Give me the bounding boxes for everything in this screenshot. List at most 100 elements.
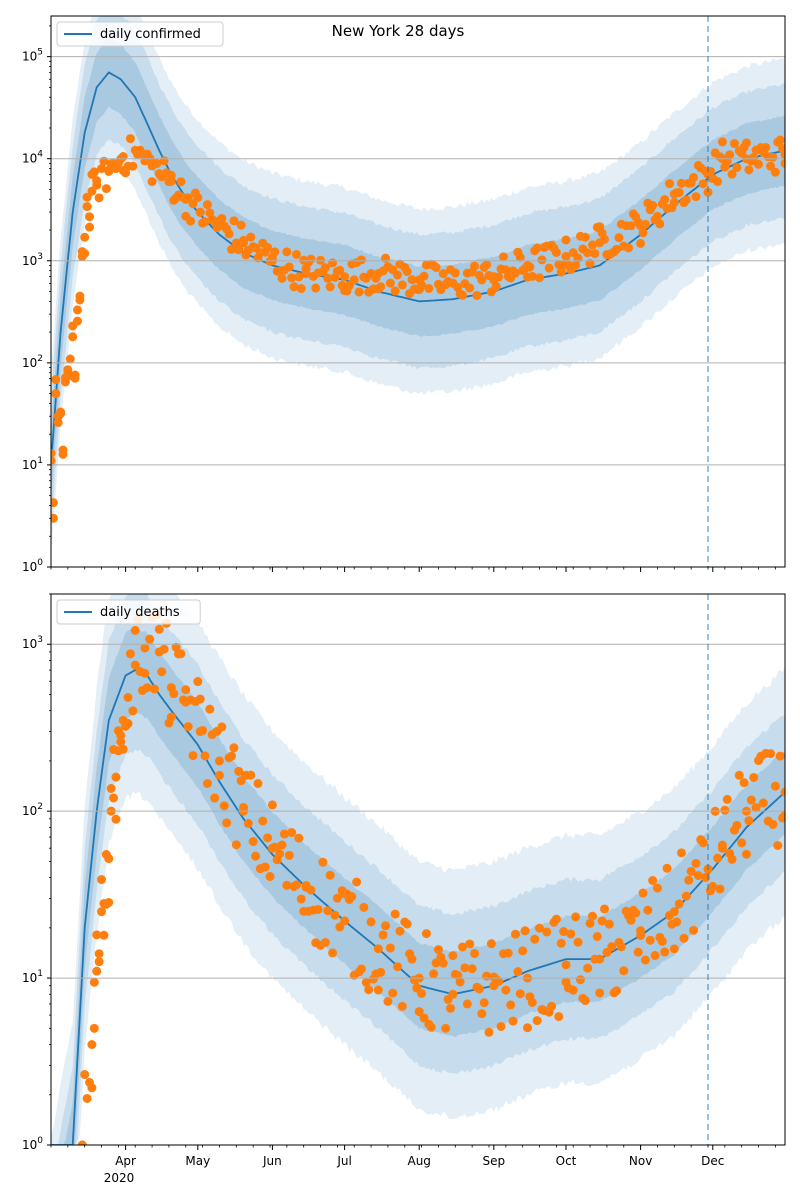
observed-point — [72, 305, 82, 315]
observed-point — [496, 1021, 506, 1031]
observed-point — [426, 1022, 436, 1032]
observed-point — [532, 1016, 542, 1026]
observed-point — [263, 833, 273, 843]
observed-point — [60, 373, 70, 383]
observed-point — [768, 819, 778, 829]
observed-point — [94, 949, 104, 959]
observed-point — [472, 290, 482, 300]
observed-point — [592, 932, 602, 942]
observed-point — [462, 999, 472, 1009]
observed-point — [200, 751, 210, 761]
observed-point — [210, 793, 220, 803]
observed-point — [544, 263, 554, 273]
observed-point — [200, 217, 210, 227]
observed-point — [214, 756, 224, 766]
observed-point — [202, 778, 212, 788]
observed-point — [291, 249, 301, 259]
observed-point — [181, 685, 191, 695]
observed-point — [619, 966, 629, 976]
observed-point — [63, 365, 73, 375]
observed-point — [92, 930, 102, 940]
observed-point — [381, 253, 391, 263]
observed-point — [433, 945, 443, 955]
observed-point — [465, 939, 475, 949]
observed-point — [186, 216, 196, 226]
observed-point — [729, 139, 739, 149]
observed-point — [419, 271, 429, 281]
observed-point — [253, 779, 263, 789]
observed-point — [236, 220, 246, 230]
observed-point — [626, 221, 636, 231]
observed-point — [477, 1009, 487, 1019]
observed-point — [744, 165, 754, 175]
observed-point — [51, 456, 56, 466]
observed-point — [376, 282, 386, 292]
observed-point — [193, 193, 203, 203]
observed-point — [766, 161, 776, 171]
observed-point — [402, 267, 412, 277]
observed-point — [306, 254, 316, 264]
observed-point — [202, 200, 212, 210]
observed-point — [75, 295, 85, 305]
observed-point — [518, 946, 528, 956]
observed-point — [677, 178, 687, 188]
observed-point — [94, 193, 104, 203]
observed-point — [260, 862, 270, 872]
observed-point — [383, 996, 393, 1006]
observed-point — [448, 951, 458, 961]
observed-point — [566, 929, 576, 939]
observed-point — [356, 964, 366, 974]
observed-point — [537, 255, 547, 265]
observed-point — [708, 881, 718, 891]
legend-box — [56, 21, 224, 47]
observed-point — [263, 242, 273, 252]
y-tick-label: 104 — [22, 150, 43, 166]
observed-point — [183, 722, 193, 732]
observed-point — [458, 290, 468, 300]
observed-point — [159, 156, 169, 166]
uncertainty-band-middle — [51, 16, 785, 533]
observed-point — [270, 247, 280, 257]
observed-point — [503, 948, 513, 958]
observed-point — [130, 660, 140, 670]
observed-point — [373, 944, 383, 954]
observed-point — [72, 316, 82, 326]
observed-point — [140, 668, 150, 678]
observed-point — [80, 1070, 90, 1080]
observed-point — [739, 778, 749, 788]
observed-point — [128, 161, 138, 171]
observed-point — [470, 261, 480, 271]
observed-point — [727, 169, 737, 179]
observed-point — [222, 818, 232, 828]
observed-point — [352, 877, 362, 887]
observed-point — [316, 255, 326, 265]
observed-point — [51, 498, 58, 508]
x-tick-label: Oct — [556, 1154, 577, 1168]
observed-point — [188, 199, 198, 209]
observed-point — [479, 998, 489, 1008]
observed-point — [494, 272, 504, 282]
observed-point — [77, 1140, 87, 1145]
observed-point — [92, 176, 102, 186]
observed-point — [306, 885, 316, 895]
observed-point — [713, 853, 723, 863]
observed-point — [535, 273, 545, 283]
observed-point — [474, 984, 484, 994]
observed-point — [335, 265, 345, 275]
observed-point — [633, 947, 643, 957]
observed-point — [388, 988, 398, 998]
y-tick-label: 100 — [22, 1136, 43, 1152]
observed-point — [674, 899, 684, 909]
observed-point — [638, 228, 648, 238]
y-tick-label: 103 — [22, 635, 43, 651]
observed-point — [128, 706, 138, 716]
observed-point — [97, 164, 107, 174]
observed-point — [616, 942, 626, 952]
observed-point — [508, 1016, 518, 1026]
observed-point — [364, 985, 374, 995]
observed-point — [664, 179, 674, 189]
y-tick-label: 102 — [22, 802, 43, 818]
observed-point — [397, 280, 407, 290]
observed-point — [229, 216, 239, 226]
